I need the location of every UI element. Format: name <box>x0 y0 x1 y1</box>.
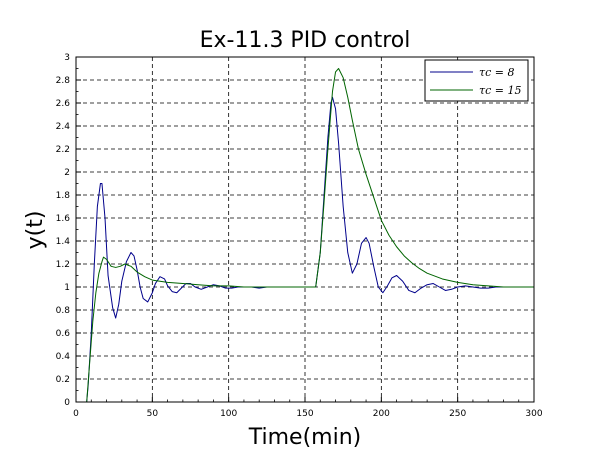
axis-ticks: 0 50 100 150 200 250 300 0 0.2 0.4 0.6 0.8 1 1.2 1.4 1.… <box>56 53 543 419</box>
x-tick-label: 0 <box>73 409 79 419</box>
y-tick-label: 1.6 <box>56 214 71 224</box>
y-tick-label: 3 <box>64 53 70 63</box>
grid <box>76 57 534 402</box>
y-tick-label: 1.4 <box>56 237 71 247</box>
series-line-2 <box>86 68 534 403</box>
y-tick-label: 1.8 <box>56 191 71 201</box>
legend-label-1: τc = 8 <box>479 66 514 79</box>
x-tick-label: 300 <box>525 409 542 419</box>
y-tick-label: 0.6 <box>56 329 71 339</box>
y-tick-label: 0 <box>64 398 70 408</box>
series-lines <box>86 68 534 403</box>
y-tick-label: 0.2 <box>56 375 70 385</box>
legend-box <box>424 59 529 102</box>
x-tick-label: 250 <box>449 409 466 419</box>
y-tick-label: 2.4 <box>56 122 71 132</box>
y-tick-label: 0.8 <box>56 306 71 316</box>
y-tick-label: 2.2 <box>56 145 70 155</box>
y-tick-label: 1 <box>64 283 70 293</box>
x-tick-label: 150 <box>296 409 313 419</box>
y-tick-label: 0.4 <box>56 352 71 362</box>
x-tick-label: 200 <box>373 409 390 419</box>
x-tick-label: 50 <box>147 409 159 419</box>
legend-label-2: τc = 15 <box>479 84 521 97</box>
legend: τc = 8 τc = 15 <box>424 59 529 102</box>
y-tick-label: 2 <box>64 168 70 178</box>
y-axis-label: y(t) <box>23 211 48 250</box>
y-tick-label: 1.2 <box>56 260 70 270</box>
y-tick-label: 2.6 <box>56 99 71 109</box>
chart-title: Ex-11.3 PID control <box>200 28 411 53</box>
y-tick-label: 2.8 <box>56 76 71 86</box>
x-axis-label: Time(min) <box>248 425 362 450</box>
x-tick-label: 100 <box>220 409 237 419</box>
